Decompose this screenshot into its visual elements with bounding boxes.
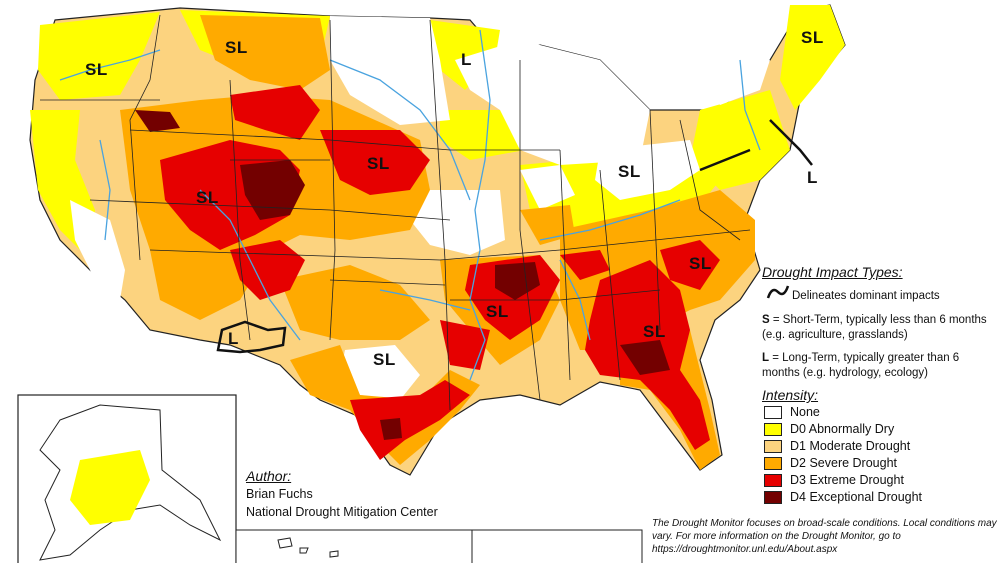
swatch-none — [764, 406, 782, 419]
l-key: L — [762, 352, 770, 364]
swatch-d4 — [764, 491, 782, 504]
author-block: Author: Brian Fuchs National Drought Mit… — [246, 467, 438, 521]
l-text: = Long-Term, typically greater than 6 mo… — [762, 352, 960, 379]
map-label-sl-carolinas: SL — [689, 254, 712, 273]
map-label-sl-new-england: SL — [801, 28, 824, 47]
map-label-sl-texas: SL — [373, 350, 396, 369]
map-label-sl-utah: SL — [196, 188, 219, 207]
swatch-d3 — [764, 474, 782, 487]
alaska-d0 — [70, 450, 150, 525]
swatch-d2 — [764, 457, 782, 470]
delineates-text: Delineates dominant impacts — [792, 290, 940, 302]
legend-label-d2: D2 Severe Drought — [790, 456, 898, 470]
s-text: = Short-Term, typically less than 6 mont… — [762, 314, 987, 341]
hawaii-inset-frame — [235, 529, 473, 563]
map-label-sl-nebraska: SL — [367, 154, 390, 173]
delineation-glyph-icon — [766, 285, 790, 299]
author-org: National Drought Mitigation Center — [246, 505, 438, 519]
d4-areas — [135, 110, 670, 440]
rivers — [59, 29, 761, 381]
legend-label-d4: D4 Exceptional Drought — [790, 490, 923, 504]
short-term-definition: S = Short-Term, typically less than 6 mo… — [762, 313, 992, 343]
hawaii-island — [277, 537, 293, 549]
map-label-sl-pacific-nw: SL — [85, 60, 108, 79]
author-title: Author: — [246, 468, 292, 484]
swatch-d1 — [764, 440, 782, 453]
map-label-sl-montana: SL — [225, 38, 248, 57]
legend-label-d3: D3 Extreme Drought — [790, 473, 904, 487]
map-label-sl-georgia: SL — [643, 322, 666, 341]
hawaii-island-3 — [329, 550, 339, 558]
legend-label-d0: D0 Abnormally Dry — [790, 422, 895, 436]
d3-areas — [160, 85, 720, 460]
legend-label-none: None — [790, 405, 820, 419]
disclaimer-note: The Drought Monitor focuses on broad-sca… — [652, 518, 997, 555]
map-label-l-mid-atlantic: L — [807, 168, 818, 187]
map-label-l-new-mexico: L — [228, 329, 239, 348]
map-label-sl-arkansas: SL — [486, 302, 509, 321]
legend: Drought Impact Types: Delineates dominan… — [762, 264, 998, 403]
map-label-l-great-lakes: L — [461, 50, 472, 69]
long-term-definition: L = Long-Term, typically greater than 6 … — [762, 351, 992, 381]
impact-types-title: Drought Impact Types: — [762, 264, 903, 280]
intensity-title: Intensity: — [762, 387, 819, 403]
map-label-sl-ohio: SL — [618, 162, 641, 181]
s-key: S — [762, 314, 770, 326]
hawaii-island-2 — [299, 547, 309, 554]
swatch-d0 — [764, 423, 782, 436]
puerto-rico-inset-frame — [471, 529, 643, 563]
impact-delineation-lines — [216, 119, 813, 354]
none-areas — [70, 16, 770, 400]
state-lines — [40, 14, 751, 411]
author-name: Brian Fuchs — [246, 487, 313, 501]
legend-label-d1: D1 Moderate Drought — [790, 439, 911, 453]
